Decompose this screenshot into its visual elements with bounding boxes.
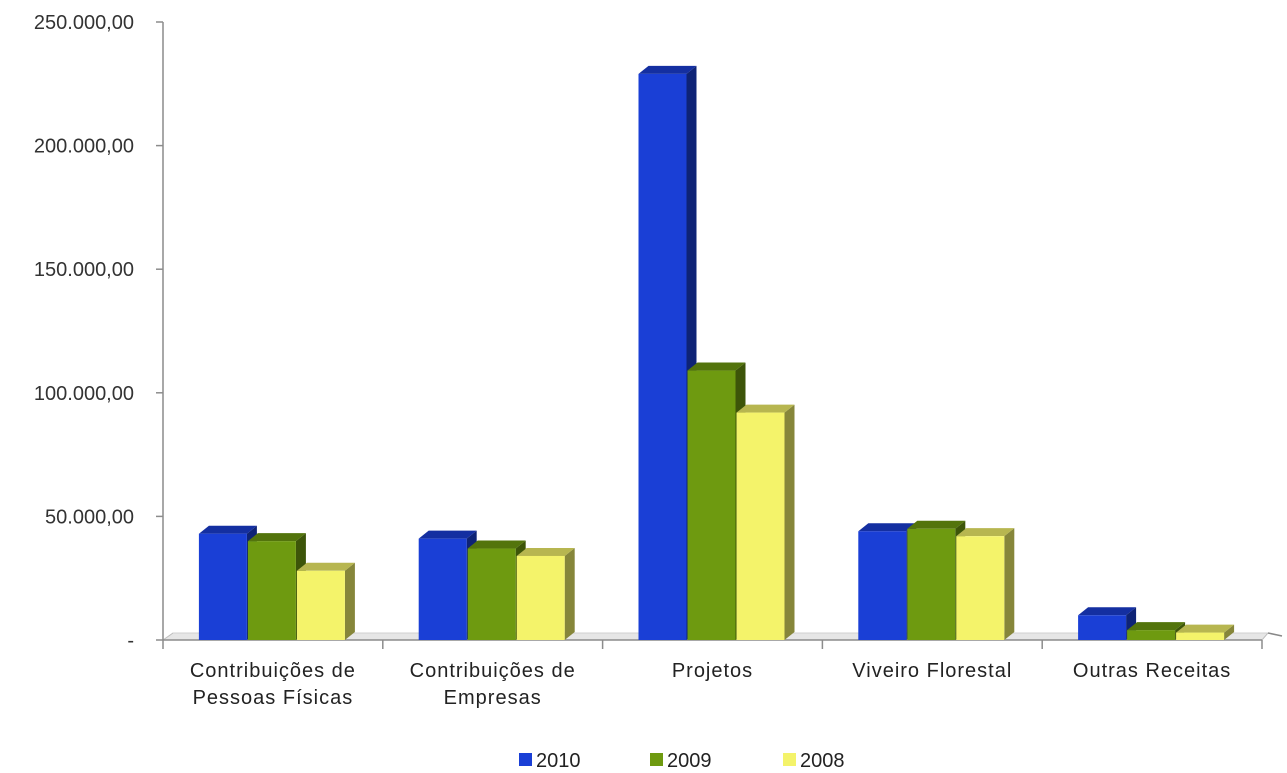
legend-label: 2009 (667, 750, 712, 772)
bar-side-face (1224, 624, 1235, 640)
bar-front-face (1176, 632, 1225, 640)
x-category-label: Viveiro Florestal (852, 660, 1012, 682)
legend: 2010 2009 2008 (519, 750, 845, 772)
bar-front-face (467, 548, 516, 640)
bar-2008 (516, 547, 575, 640)
bar-side-face (784, 404, 795, 640)
legend-item-2009: 2009 (650, 750, 712, 772)
bar-2008 (736, 404, 795, 640)
bar-front-face (687, 370, 736, 640)
chart-floor-right-edge (1267, 632, 1283, 637)
bar-2008 (956, 528, 1015, 640)
x-category-label: Projetos (672, 660, 753, 682)
legend-swatch (650, 753, 663, 766)
bars (198, 65, 1235, 641)
bar-top-face (467, 540, 526, 549)
y-axis: - 50.000,00 100.000,00 150.000,00 200.000,00… (34, 12, 164, 652)
x-category-label: Empresas (444, 687, 542, 709)
x-category-label: Contribuições de (410, 660, 576, 682)
bar-front-face (198, 533, 247, 640)
x-category-label: Outras Receitas (1073, 660, 1231, 682)
y-tick-label: 150.000,00 (34, 259, 134, 281)
bar-top-face (247, 533, 306, 542)
legend-swatch (519, 753, 532, 766)
bar-front-face (858, 531, 907, 640)
legend-swatch (783, 753, 796, 766)
y-tick-label: 100.000,00 (34, 383, 134, 405)
bar-front-face (736, 412, 785, 640)
bar-front-face (1127, 630, 1176, 640)
bar-front-face (516, 555, 565, 640)
x-category-label: Pessoas Físicas (193, 687, 354, 709)
bar-2008 (1176, 624, 1235, 640)
bar-top-face (1078, 607, 1137, 616)
bar-top-face (418, 530, 477, 539)
bar-top-face (736, 404, 795, 413)
bar-top-face (296, 562, 355, 571)
bar-top-face (198, 525, 257, 534)
y-tick-label: 200.000,00 (34, 136, 134, 158)
legend-item-2010: 2010 (519, 750, 581, 772)
bar-top-face (858, 523, 917, 532)
bar-side-face (344, 562, 355, 640)
bar-top-face (638, 65, 697, 74)
bar-side-face (1004, 528, 1015, 640)
y-tick-label: - (127, 630, 134, 652)
bar-front-face (1078, 615, 1127, 640)
x-axis: Contribuições de Pessoas Físicas Contribui… (162, 639, 1263, 709)
bar-front-face (247, 541, 296, 640)
bar-top-face (1127, 622, 1186, 631)
x-category-label: Contribuições de (190, 660, 356, 682)
bar-side-face (564, 547, 575, 640)
bar-front-face (418, 538, 467, 640)
y-tick-label: 250.000,00 (34, 12, 134, 34)
bar-front-face (638, 73, 687, 641)
bar-top-face (1176, 624, 1235, 633)
bar-top-face (956, 528, 1015, 537)
bar-top-face (516, 547, 575, 556)
bar-front-face (907, 528, 956, 640)
bar-front-face (296, 570, 345, 640)
y-tick-label: 50.000,00 (45, 506, 134, 528)
legend-item-2008: 2008 (783, 750, 845, 772)
bar-top-face (687, 362, 746, 371)
bar-2010 (1078, 607, 1137, 640)
bar-top-face (907, 520, 966, 529)
bar-2008 (296, 562, 355, 640)
bar-front-face (956, 536, 1005, 640)
legend-label: 2010 (536, 750, 581, 772)
legend-label: 2008 (800, 750, 845, 772)
